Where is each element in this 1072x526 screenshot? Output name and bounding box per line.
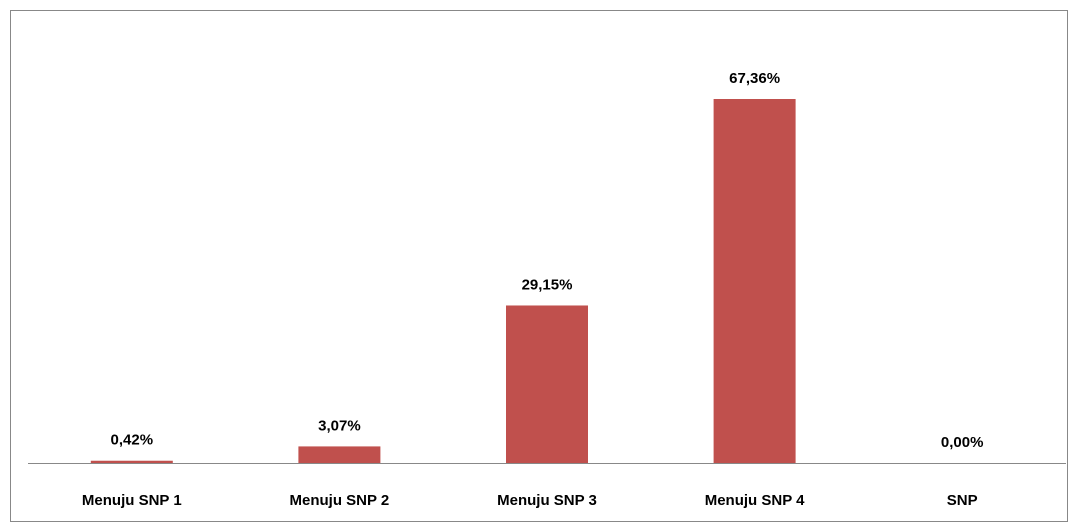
x-tick-label: Menuju SNP 2 <box>290 492 390 509</box>
bar <box>713 99 796 463</box>
value-label: 0,00% <box>941 434 984 451</box>
x-tick-label: Menuju SNP 1 <box>82 492 182 509</box>
value-label: 0,42% <box>111 432 154 449</box>
value-label: 67,36% <box>729 70 780 87</box>
bar <box>298 446 381 463</box>
x-tick-label: Menuju SNP 3 <box>497 492 597 509</box>
bar <box>506 305 588 463</box>
x-tick-label: SNP <box>947 492 978 509</box>
x-tick-label: Menuju SNP 4 <box>705 492 805 509</box>
value-label: 3,07% <box>318 417 361 434</box>
value-label: 29,15% <box>522 276 573 293</box>
bar <box>90 460 173 463</box>
